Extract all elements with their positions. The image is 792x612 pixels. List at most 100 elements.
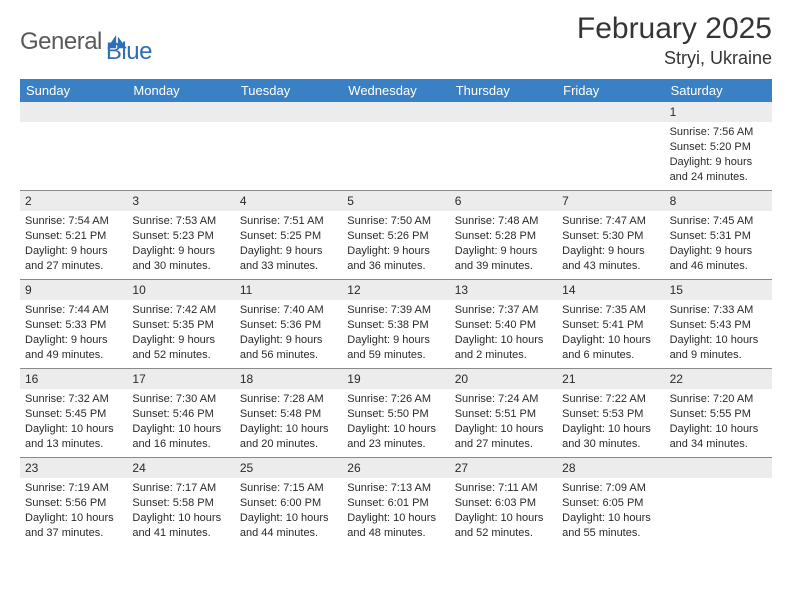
- day-info-line: Sunrise: 7:33 AM: [670, 303, 767, 318]
- day-cell: 12Sunrise: 7:39 AMSunset: 5:38 PMDayligh…: [342, 280, 449, 368]
- calendar: SundayMondayTuesdayWednesdayThursdayFrid…: [20, 79, 772, 546]
- day-info-line: Sunset: 5:50 PM: [347, 407, 444, 422]
- day-info-line: Daylight: 10 hours: [455, 511, 552, 526]
- day-info-line: Daylight: 10 hours: [240, 511, 337, 526]
- day-info: Sunrise: 7:47 AMSunset: 5:30 PMDaylight:…: [557, 214, 664, 273]
- dow-cell: Thursday: [450, 79, 557, 102]
- day-info-line: and 43 minutes.: [562, 259, 659, 274]
- day-number: [235, 102, 342, 122]
- day-info-line: Daylight: 10 hours: [455, 422, 552, 437]
- day-info-line: and 34 minutes.: [670, 437, 767, 452]
- day-info-line: Sunset: 5:43 PM: [670, 318, 767, 333]
- dow-cell: Friday: [557, 79, 664, 102]
- day-cell: 25Sunrise: 7:15 AMSunset: 6:00 PMDayligh…: [235, 458, 342, 546]
- day-info: Sunrise: 7:35 AMSunset: 5:41 PMDaylight:…: [557, 303, 664, 362]
- day-number: 8: [665, 191, 772, 211]
- day-info-line: and 16 minutes.: [132, 437, 229, 452]
- day-cell: 5Sunrise: 7:50 AMSunset: 5:26 PMDaylight…: [342, 191, 449, 279]
- day-info: Sunrise: 7:19 AMSunset: 5:56 PMDaylight:…: [20, 481, 127, 540]
- day-info-line: and 56 minutes.: [240, 348, 337, 363]
- day-info-line: Daylight: 9 hours: [25, 333, 122, 348]
- day-info: Sunrise: 7:26 AMSunset: 5:50 PMDaylight:…: [342, 392, 449, 451]
- day-info-line: and 27 minutes.: [25, 259, 122, 274]
- day-info-line: Daylight: 10 hours: [132, 422, 229, 437]
- day-number: [342, 102, 449, 122]
- day-info-line: Sunset: 5:35 PM: [132, 318, 229, 333]
- day-cell: 23 Sunrise: 7:19 AMSunset: 5:56 PMDayligh…: [20, 458, 127, 546]
- logo-text-general: General: [20, 28, 102, 56]
- day-info: Sunrise: 7:51 AMSunset: 5:25 PMDaylight:…: [235, 214, 342, 273]
- day-info-line: and 48 minutes.: [347, 526, 444, 541]
- day-cell: [665, 458, 772, 546]
- day-info-line: Sunrise: 7:35 AM: [562, 303, 659, 318]
- day-info-line: Sunrise: 7:39 AM: [347, 303, 444, 318]
- day-info: Sunrise: 7:48 AMSunset: 5:28 PMDaylight:…: [450, 214, 557, 273]
- day-info-line: Sunrise: 7:54 AM: [25, 214, 122, 229]
- day-info: Sunrise: 7:22 AMSunset: 5:53 PMDaylight:…: [557, 392, 664, 451]
- day-cell: [342, 102, 449, 190]
- day-info-line: and 2 minutes.: [455, 348, 552, 363]
- day-number: 23: [20, 458, 127, 478]
- day-number: 18: [235, 369, 342, 389]
- day-info-line: Sunrise: 7:53 AM: [132, 214, 229, 229]
- day-info-line: Sunset: 5:58 PM: [132, 496, 229, 511]
- day-info-line: and 52 minutes.: [455, 526, 552, 541]
- day-cell: [557, 102, 664, 190]
- day-cell: [127, 102, 234, 190]
- day-info-line: Sunset: 5:38 PM: [347, 318, 444, 333]
- day-info-line: Sunrise: 7:20 AM: [670, 392, 767, 407]
- dow-cell: Sunday: [20, 79, 127, 102]
- day-info: Sunrise: 7:53 AMSunset: 5:23 PMDaylight:…: [127, 214, 234, 273]
- day-info-line: Daylight: 10 hours: [25, 511, 122, 526]
- day-info-line: and 30 minutes.: [132, 259, 229, 274]
- day-info-line: Daylight: 10 hours: [562, 511, 659, 526]
- day-info-line: Daylight: 9 hours: [25, 244, 122, 259]
- day-info: Sunrise: 7:28 AMSunset: 5:48 PMDaylight:…: [235, 392, 342, 451]
- day-info-line: Sunrise: 7:42 AM: [132, 303, 229, 318]
- day-cell: 22Sunrise: 7:20 AMSunset: 5:55 PMDayligh…: [665, 369, 772, 457]
- day-info-line: Sunrise: 7:47 AM: [562, 214, 659, 229]
- calendar-page: General Blue February 2025 Stryi, Ukrain…: [0, 0, 792, 558]
- day-number: 25: [235, 458, 342, 478]
- day-info-line: Sunrise: 7:48 AM: [455, 214, 552, 229]
- day-info: Sunrise: 7:30 AMSunset: 5:46 PMDaylight:…: [127, 392, 234, 451]
- day-cell: 24Sunrise: 7:17 AMSunset: 5:58 PMDayligh…: [127, 458, 234, 546]
- day-number: 27: [450, 458, 557, 478]
- day-number: 9: [20, 280, 127, 300]
- day-info-line: Sunset: 5:21 PM: [25, 229, 122, 244]
- day-info-line: Sunrise: 7:19 AM: [25, 481, 122, 496]
- day-info: Sunrise: 7:50 AMSunset: 5:26 PMDaylight:…: [342, 214, 449, 273]
- day-info-line: Sunrise: 7:24 AM: [455, 392, 552, 407]
- day-info-line: Sunrise: 7:17 AM: [132, 481, 229, 496]
- day-info-line: Sunset: 5:25 PM: [240, 229, 337, 244]
- day-cell: 1Sunrise: 7:56 AMSunset: 5:20 PMDaylight…: [665, 102, 772, 190]
- day-info-line: and 55 minutes.: [562, 526, 659, 541]
- title-block: February 2025 Stryi, Ukraine: [577, 12, 772, 69]
- day-info-line: and 33 minutes.: [240, 259, 337, 274]
- day-info: Sunrise: 7:13 AMSunset: 6:01 PMDaylight:…: [342, 481, 449, 540]
- day-info-line: Daylight: 9 hours: [670, 244, 767, 259]
- day-number: 22: [665, 369, 772, 389]
- day-cell: 17Sunrise: 7:30 AMSunset: 5:46 PMDayligh…: [127, 369, 234, 457]
- day-info-line: Sunset: 5:46 PM: [132, 407, 229, 422]
- day-info-line: and 36 minutes.: [347, 259, 444, 274]
- logo: General Blue: [20, 12, 152, 66]
- day-cell: 20Sunrise: 7:24 AMSunset: 5:51 PMDayligh…: [450, 369, 557, 457]
- day-info-line: Sunrise: 7:13 AM: [347, 481, 444, 496]
- day-number: 1: [665, 102, 772, 122]
- day-cell: 7 Sunrise: 7:47 AMSunset: 5:30 PMDaylight…: [557, 191, 664, 279]
- day-info-line: and 20 minutes.: [240, 437, 337, 452]
- week-row: 23 Sunrise: 7:19 AMSunset: 5:56 PMDayligh…: [20, 457, 772, 546]
- day-info: Sunrise: 7:42 AMSunset: 5:35 PMDaylight:…: [127, 303, 234, 362]
- day-number: 16: [20, 369, 127, 389]
- logo-text-blue-wrap: Blue: [106, 38, 152, 66]
- dow-cell: Tuesday: [235, 79, 342, 102]
- day-cell: 13Sunrise: 7:37 AMSunset: 5:40 PMDayligh…: [450, 280, 557, 368]
- day-info-line: Sunrise: 7:40 AM: [240, 303, 337, 318]
- day-info-line: and 39 minutes.: [455, 259, 552, 274]
- day-number: 7: [557, 191, 664, 211]
- day-info-line: Sunrise: 7:32 AM: [25, 392, 122, 407]
- day-number: [127, 102, 234, 122]
- day-info-line: Sunrise: 7:26 AM: [347, 392, 444, 407]
- day-info-line: Daylight: 10 hours: [240, 422, 337, 437]
